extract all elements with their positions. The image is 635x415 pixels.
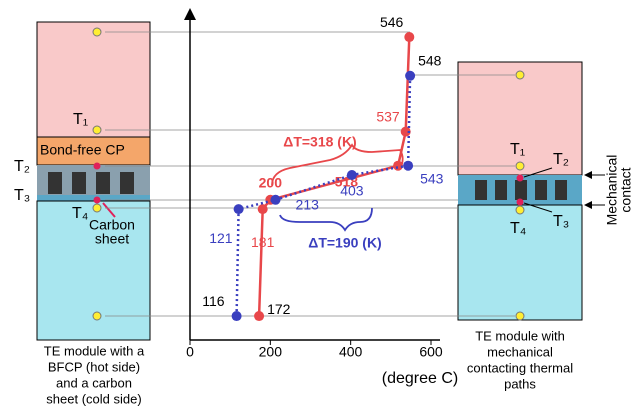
note: contact xyxy=(618,167,634,212)
caption: TE module with a xyxy=(44,343,145,358)
x-tick-label: 200 xyxy=(259,344,283,360)
data-point xyxy=(234,204,244,214)
caption: contacting thermal xyxy=(467,360,573,375)
data-label: 543 xyxy=(420,170,444,186)
x-axis-label: (degree C) xyxy=(382,370,458,387)
data-point xyxy=(405,71,415,81)
x-tick-label: 0 xyxy=(186,344,194,360)
data-label: 403 xyxy=(340,183,364,199)
caption: BFCP (hot side) xyxy=(48,359,140,374)
guide-lines xyxy=(105,32,515,316)
annotation: ΔT=318 (K) xyxy=(283,134,356,150)
t-label: T₄ xyxy=(72,205,88,222)
data-label: 200 xyxy=(259,175,283,191)
note: sheet xyxy=(95,231,129,247)
data-point xyxy=(232,311,242,321)
layer-label: Bond-free CP xyxy=(40,142,125,158)
data-label: 121 xyxy=(209,230,233,246)
data-label: 172 xyxy=(267,301,291,317)
caption: mechanical xyxy=(487,344,553,359)
t-label: T₃ xyxy=(14,187,30,204)
t-label: T₂ xyxy=(14,158,30,175)
left-module: Bond-free CP T₁ T₂ T₃ T₄ Carbon sheet TE… xyxy=(14,22,150,406)
data-point xyxy=(271,195,281,205)
data-point xyxy=(404,32,414,42)
t-label: T₂ xyxy=(553,151,569,168)
data-point xyxy=(254,311,264,321)
caption: TE module with xyxy=(475,328,565,343)
data-label: 546 xyxy=(380,14,404,30)
bracket xyxy=(280,208,372,230)
data-label: 548 xyxy=(418,53,442,69)
t-label: T₁ xyxy=(73,111,88,128)
data-point xyxy=(258,204,268,214)
data-label: 213 xyxy=(296,197,320,213)
t-label: T₃ xyxy=(553,213,569,230)
caption: and a carbon xyxy=(56,375,132,390)
right-module: T₁ T₂ T₃ T₄ Mechanical contact TE module… xyxy=(458,62,634,391)
page: Bond-free CP T₁ T₂ T₃ T₄ Carbon sheet TE… xyxy=(0,0,635,410)
t-label: T₁ xyxy=(510,141,525,158)
x-tick-label: 600 xyxy=(419,344,443,360)
annotation: ΔT=190 (K) xyxy=(308,235,381,251)
data-label: 537 xyxy=(376,108,400,124)
data-label: 116 xyxy=(202,293,225,309)
caption: paths xyxy=(504,376,536,391)
x-tick-label: 400 xyxy=(339,344,363,360)
figure: Bond-free CP T₁ T₂ T₃ T₄ Carbon sheet TE… xyxy=(0,0,635,410)
data-point xyxy=(403,161,413,171)
caption: sheet (cold side) xyxy=(46,391,141,406)
data-point xyxy=(347,170,357,180)
t-label: T₄ xyxy=(510,220,526,237)
data-label: 181 xyxy=(251,234,275,250)
